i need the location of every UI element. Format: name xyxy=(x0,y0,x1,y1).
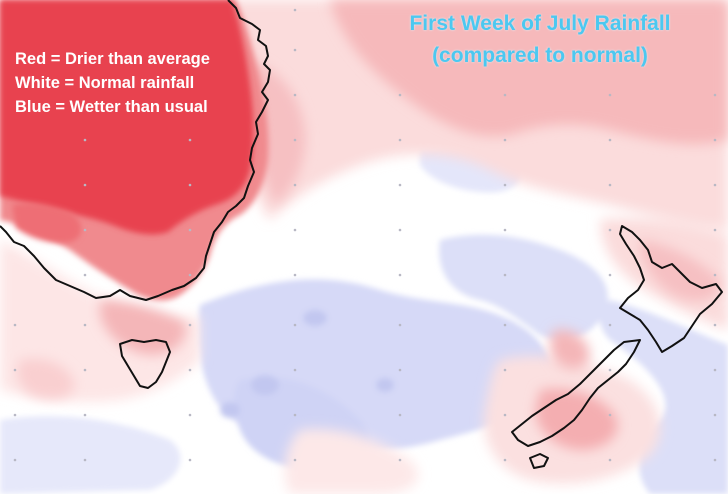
tasmania-coastline xyxy=(119,339,171,389)
legend-item-drier: Red = Drier than average xyxy=(15,50,210,68)
legend-item-wetter: Blue = Wetter than usual xyxy=(15,98,208,116)
map-title: First Week of July Rainfall (compared to… xyxy=(360,8,720,72)
australia-coastline xyxy=(0,0,271,301)
nz-south-island-coastline xyxy=(511,339,641,447)
legend-item-normal: White = Normal rainfall xyxy=(15,74,195,92)
map-title-line2: (compared to normal) xyxy=(432,44,648,67)
stewart-island-coastline xyxy=(529,453,549,469)
map-legend: Red = Drier than average White = Normal … xyxy=(15,47,210,119)
map-title-line1: First Week of July Rainfall xyxy=(409,12,671,35)
coastlines xyxy=(0,0,723,469)
grid-dots xyxy=(13,8,717,462)
drier-than-average-strong xyxy=(0,0,269,301)
nz-north-island-coastline xyxy=(619,225,723,353)
